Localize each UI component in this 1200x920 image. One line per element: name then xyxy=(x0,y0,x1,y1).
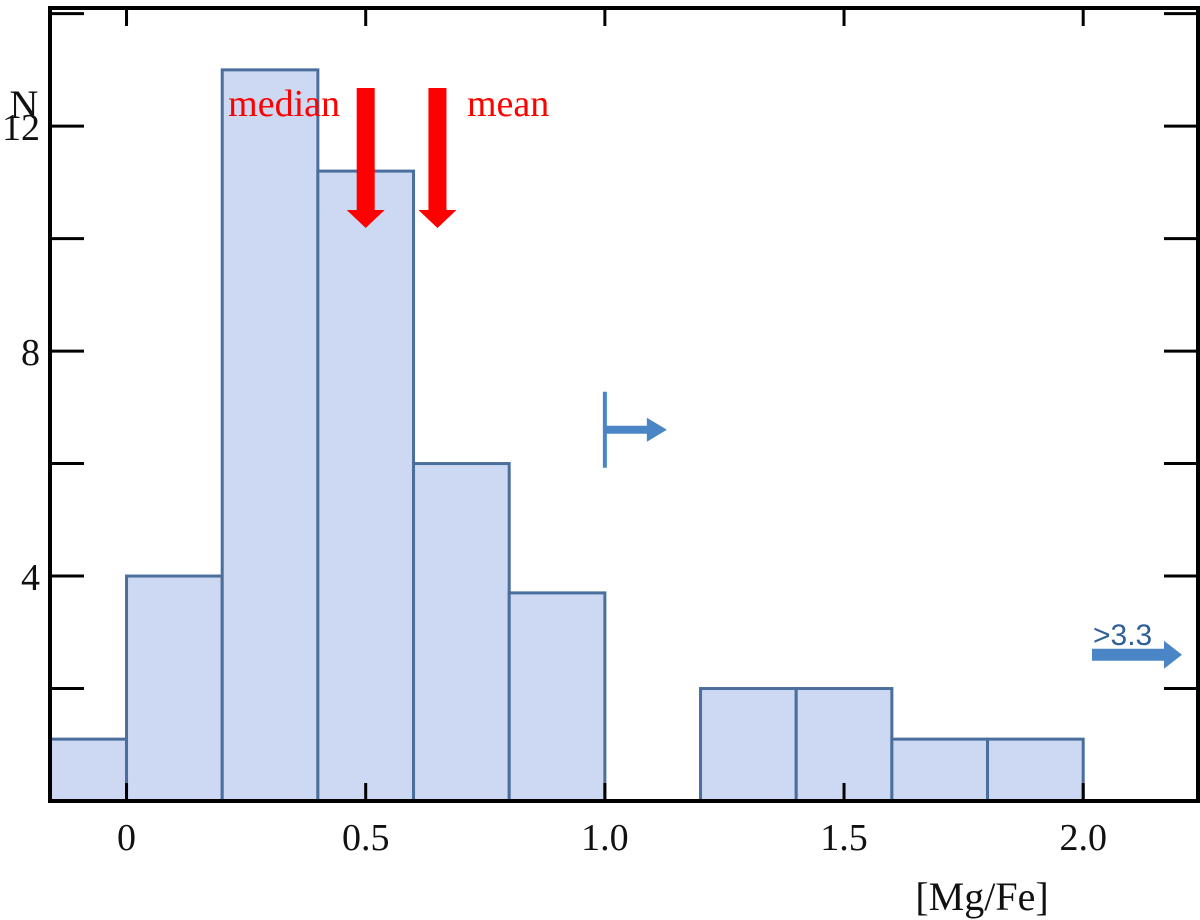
annotations xyxy=(346,88,1182,669)
histogram-bars xyxy=(48,68,1085,803)
y-tick-label-1: 8 xyxy=(21,332,40,374)
mean-arrow xyxy=(418,88,457,228)
histogram-bar-0 xyxy=(48,737,129,803)
tick-labels: 0 0.5 1.0 1.5 2.0 4 8 12 xyxy=(2,107,1107,859)
y-tick-label-2: 12 xyxy=(2,107,40,149)
histogram-bar-8 xyxy=(890,737,990,803)
histogram-bar-4 xyxy=(412,462,511,803)
histogram-bar-2 xyxy=(220,68,320,803)
overflow-label: >3.3 xyxy=(1093,619,1152,652)
mean-label: mean xyxy=(467,83,549,125)
histogram-bar-1 xyxy=(125,574,224,803)
plot-frame xyxy=(48,6,1200,803)
x-tick-label-3: 1.5 xyxy=(820,817,868,859)
y-axis-label: N xyxy=(10,82,39,127)
x-tick-label-1: 0.5 xyxy=(342,817,390,859)
histogram-bar-6 xyxy=(699,687,798,803)
axis-ticks xyxy=(50,8,1198,801)
histogram-bar-9 xyxy=(986,737,1085,803)
median-label: median xyxy=(228,83,340,125)
histogram-bar-5 xyxy=(507,591,607,803)
histogram-bar-3 xyxy=(316,169,416,803)
overflow-arrow-icon xyxy=(1092,640,1182,669)
x-tick-label-2: 1.0 xyxy=(581,817,629,859)
histogram-bar-7 xyxy=(794,687,894,803)
x-tick-label-4: 2.0 xyxy=(1059,817,1107,859)
x-tick-label-0: 0 xyxy=(117,817,136,859)
x-axis-label: [Mg/Fe] xyxy=(915,874,1048,919)
y-tick-label-0: 4 xyxy=(21,557,40,599)
median-arrow xyxy=(346,88,385,228)
lower-limit-arrow-icon xyxy=(604,417,667,442)
